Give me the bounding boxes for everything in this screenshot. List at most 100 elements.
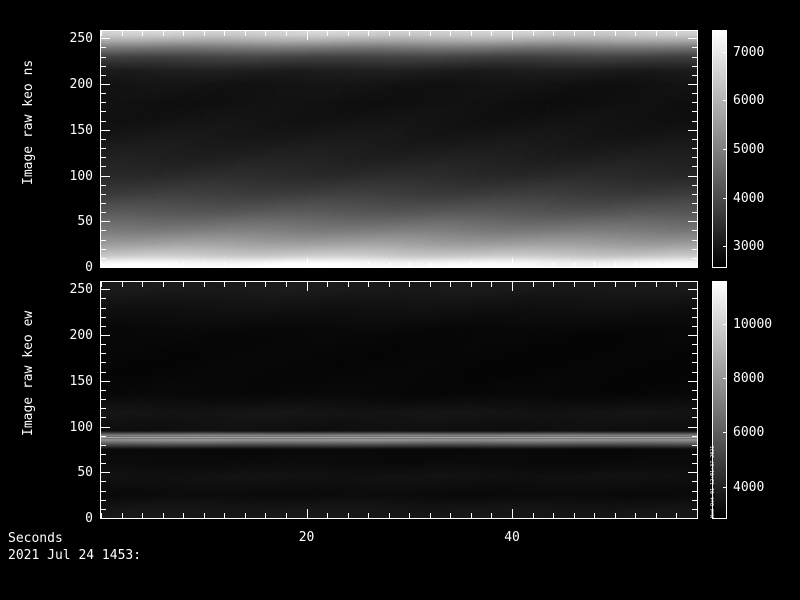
- y-tick-minor: [101, 139, 106, 140]
- x-tick-minor: [265, 262, 266, 267]
- x-tick-minor: [204, 31, 205, 36]
- keogram-ns-axis-title: Image raw keo ns: [22, 60, 35, 185]
- y-tick-major: [101, 267, 110, 268]
- y-tick-minor: [692, 463, 697, 464]
- x-tick-minor: [142, 513, 143, 518]
- x-tick-minor: [450, 513, 451, 518]
- colorbar-tick: [723, 324, 727, 325]
- y-tick-minor: [101, 308, 106, 309]
- y-tick-minor: [101, 47, 106, 48]
- x-axis-title: Seconds: [8, 531, 63, 547]
- colorbar-tick: [723, 52, 727, 53]
- y-tick-minor: [101, 249, 106, 250]
- x-tick-minor: [409, 262, 410, 267]
- x-tick-minor: [491, 513, 492, 518]
- x-tick-minor: [697, 31, 698, 36]
- x-tick-minor: [450, 282, 451, 287]
- y-tick-minor: [101, 75, 106, 76]
- y-tick-major: [101, 518, 110, 519]
- x-tick-minor: [553, 262, 554, 267]
- x-tick-minor: [409, 31, 410, 36]
- y-tick-major: [688, 381, 697, 382]
- x-tick-minor: [594, 513, 595, 518]
- keogram-ns-image: [101, 31, 697, 267]
- x-tick-major: [307, 509, 308, 518]
- y-tick-minor: [101, 445, 106, 446]
- y-tick-minor: [692, 57, 697, 58]
- x-tick-minor: [615, 31, 616, 36]
- y-tick-major: [688, 472, 697, 473]
- y-tick-major: [101, 84, 110, 85]
- x-tick-minor: [163, 513, 164, 518]
- y-tick-label: 250: [40, 32, 93, 45]
- y-tick-label: 0: [40, 512, 93, 525]
- x-tick-minor: [368, 31, 369, 36]
- y-tick-major: [101, 381, 110, 382]
- y-tick-minor: [101, 408, 106, 409]
- colorbar-tick: [723, 432, 727, 433]
- y-tick-minor: [692, 66, 697, 67]
- y-tick-minor: [692, 353, 697, 354]
- x-tick-minor: [224, 31, 225, 36]
- observation-timestamp: 2021 Jul 24 1453:: [8, 548, 141, 564]
- y-tick-minor: [692, 249, 697, 250]
- x-tick-minor: [204, 262, 205, 267]
- x-tick-minor: [122, 282, 123, 287]
- x-tick-minor: [635, 262, 636, 267]
- y-tick-minor: [101, 111, 106, 112]
- x-tick-minor: [533, 262, 534, 267]
- y-tick-minor: [101, 212, 106, 213]
- y-tick-minor: [692, 47, 697, 48]
- x-tick-minor: [163, 282, 164, 287]
- y-tick-minor: [692, 212, 697, 213]
- x-tick-minor: [348, 282, 349, 287]
- colorbar-tick: [723, 198, 727, 199]
- y-tick-minor: [692, 344, 697, 345]
- x-tick-minor: [471, 262, 472, 267]
- colorbar-timestamp-annotation: Wed Oct 01 12:01:37 2021: [711, 446, 716, 518]
- x-tick-minor: [471, 31, 472, 36]
- x-tick-minor: [204, 282, 205, 287]
- x-tick-minor: [430, 262, 431, 267]
- y-tick-major: [688, 335, 697, 336]
- colorbar-tick-label: 3000: [733, 240, 764, 253]
- x-tick-minor: [368, 262, 369, 267]
- x-tick-minor: [348, 31, 349, 36]
- y-tick-label: 100: [40, 421, 93, 434]
- y-tick-minor: [692, 240, 697, 241]
- x-tick-minor: [471, 513, 472, 518]
- x-tick-minor: [697, 513, 698, 518]
- y-tick-minor: [101, 454, 106, 455]
- y-tick-minor: [692, 121, 697, 122]
- y-tick-major: [101, 38, 110, 39]
- y-tick-minor: [692, 372, 697, 373]
- x-tick-minor: [101, 262, 102, 267]
- y-tick-major: [101, 335, 110, 336]
- y-tick-minor: [101, 481, 106, 482]
- y-tick-minor: [101, 372, 106, 373]
- x-tick-minor: [409, 513, 410, 518]
- x-tick-minor: [163, 262, 164, 267]
- y-tick-label: 200: [40, 78, 93, 91]
- x-tick-minor: [389, 282, 390, 287]
- x-tick-minor: [101, 31, 102, 36]
- x-tick-minor: [676, 262, 677, 267]
- y-tick-minor: [101, 102, 106, 103]
- y-tick-minor: [101, 298, 106, 299]
- x-tick-major: [512, 509, 513, 518]
- x-tick-major: [307, 31, 308, 40]
- y-tick-minor: [692, 481, 697, 482]
- keogram-ns-panel[interactable]: [100, 30, 698, 268]
- figure-canvas: 050100150200250 Image raw keo ns 3000400…: [0, 0, 800, 600]
- y-tick-minor: [101, 258, 106, 259]
- x-tick-minor: [142, 282, 143, 287]
- x-tick-minor: [245, 31, 246, 36]
- x-tick-minor: [245, 262, 246, 267]
- x-tick-minor: [491, 31, 492, 36]
- y-tick-minor: [101, 317, 106, 318]
- y-tick-minor: [101, 194, 106, 195]
- y-tick-major: [101, 289, 110, 290]
- x-tick-label: 20: [277, 531, 337, 544]
- keogram-ew-panel[interactable]: [100, 281, 698, 519]
- y-tick-major: [688, 267, 697, 268]
